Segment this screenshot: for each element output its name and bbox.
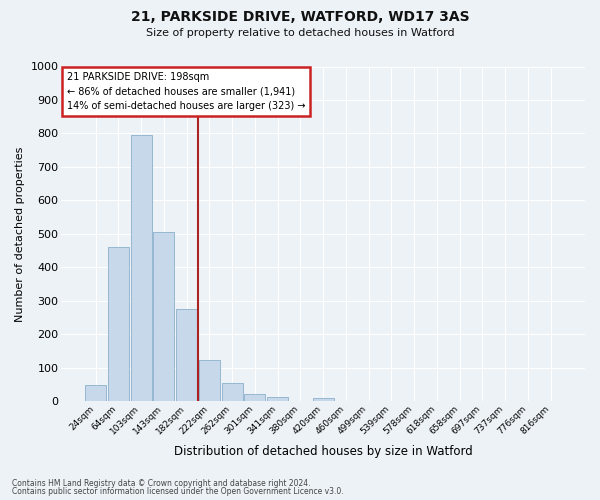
- Text: Size of property relative to detached houses in Watford: Size of property relative to detached ho…: [146, 28, 454, 38]
- Bar: [131, 135, 152, 402]
- Y-axis label: Number of detached properties: Number of detached properties: [15, 146, 25, 322]
- Bar: [199, 360, 220, 402]
- Text: 21, PARKSIDE DRIVE, WATFORD, WD17 3AS: 21, PARKSIDE DRIVE, WATFORD, WD17 3AS: [131, 10, 469, 24]
- Text: Contains HM Land Registry data © Crown copyright and database right 2024.: Contains HM Land Registry data © Crown c…: [12, 478, 311, 488]
- Text: 21 PARKSIDE DRIVE: 198sqm
← 86% of detached houses are smaller (1,941)
14% of se: 21 PARKSIDE DRIVE: 198sqm ← 86% of detac…: [67, 72, 305, 111]
- Bar: [221, 383, 242, 402]
- Bar: [267, 397, 288, 402]
- Text: Contains public sector information licensed under the Open Government Licence v3: Contains public sector information licen…: [12, 488, 344, 496]
- Bar: [85, 384, 106, 402]
- X-axis label: Distribution of detached houses by size in Watford: Distribution of detached houses by size …: [174, 444, 473, 458]
- Bar: [244, 394, 265, 402]
- Bar: [313, 398, 334, 402]
- Bar: [176, 309, 197, 402]
- Bar: [108, 248, 129, 402]
- Bar: [154, 232, 175, 402]
